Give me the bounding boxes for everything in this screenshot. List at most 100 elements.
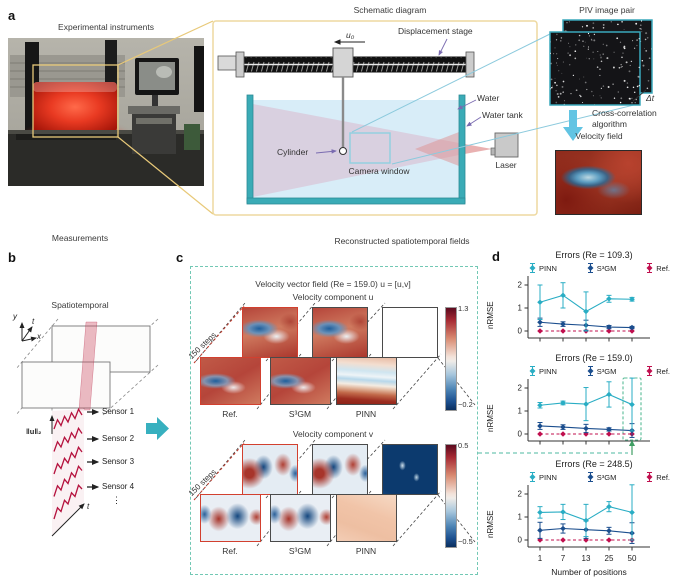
panel-label-c: c xyxy=(176,250,184,265)
axis-x-label: x xyxy=(37,332,41,341)
displacement-stage-label: Displacement stage xyxy=(398,26,473,36)
method-label-u-pinn: PINN xyxy=(355,409,377,419)
heatmap-u-ref-back xyxy=(242,307,298,358)
legend-item-ref: Ref. xyxy=(645,262,670,274)
cylinder-label: Cylinder xyxy=(277,147,309,157)
piv-images xyxy=(549,19,653,141)
legend-marker-icon xyxy=(646,366,653,376)
sensor-1-label: Sensor 1 xyxy=(102,407,135,416)
error-chart-re-109: Errors (Re = 109.3) PINN S³GM Ref. nRMSE 0… xyxy=(484,250,674,354)
legend-marker-icon xyxy=(646,263,653,273)
svg-text:1: 1 xyxy=(518,407,523,416)
colorbar-v-min: −0.5 xyxy=(458,537,473,546)
photo-title: Experimental instruments xyxy=(58,22,154,32)
colorbar-v xyxy=(445,444,457,548)
heatmap-u-s3gm-front xyxy=(270,357,331,405)
legend-marker-icon xyxy=(646,472,653,482)
panel-label-d: d xyxy=(492,249,500,264)
method-label-u-ref: Ref. xyxy=(222,409,238,419)
sensor-plane xyxy=(78,321,98,411)
panel-c-dashed-box xyxy=(190,266,478,575)
colorbar-u-min: −0.2 xyxy=(458,400,473,409)
svg-text:Number of positions: Number of positions xyxy=(551,567,627,577)
zoom-link-lines xyxy=(351,32,639,165)
chart-legend: PINN S³GM Ref. xyxy=(528,262,670,274)
colorbar-u xyxy=(445,307,457,411)
u0-label: u₀ xyxy=(346,30,355,40)
cross-correlation-label: Cross-correlation algorithm xyxy=(592,108,657,129)
chart-legend: PINN S³GM Ref. xyxy=(528,365,670,377)
heatmap-u-pinn-front xyxy=(336,357,397,405)
velocity-field-image xyxy=(555,150,642,215)
method-label-v-pinn: PINN xyxy=(355,546,377,556)
legend-marker-icon xyxy=(529,366,536,376)
error-chart-re-248: Errors (Re = 248.5) PINN S³GM Ref. nRMSE 0… xyxy=(484,459,674,583)
panel-label-b: b xyxy=(8,250,16,265)
sensor-3-label: Sensor 3 xyxy=(102,457,135,466)
laser-label: Laser xyxy=(495,160,517,170)
schematic-drawing xyxy=(217,38,519,205)
svg-text:2: 2 xyxy=(518,384,523,393)
chart-legend: PINN S³GM Ref. xyxy=(528,471,670,483)
legend-item-pinn: PINN xyxy=(528,262,557,274)
norm-label: ‖u‖₂ xyxy=(26,427,42,436)
svg-text:50: 50 xyxy=(628,554,637,563)
legend-marker-icon xyxy=(587,263,594,273)
piv-pair-title: PIV image pair xyxy=(579,5,635,15)
svg-text:2: 2 xyxy=(518,490,523,499)
heatmap-v-ref-back xyxy=(242,444,298,495)
sensor-2-label: Sensor 2 xyxy=(102,434,135,443)
legend-item-pinn: PINN xyxy=(528,365,557,377)
svg-text:0: 0 xyxy=(518,327,523,336)
axis-t-label: t xyxy=(32,317,35,326)
colorbar-u-max: 1.3 xyxy=(458,304,469,313)
heatmap-v-s3gm-back xyxy=(312,444,368,495)
axis-y-label: y xyxy=(13,312,17,321)
method-label-v-ref: Ref. xyxy=(222,546,238,556)
heatmap-v-s3gm-front xyxy=(270,494,331,542)
reconstructed-title: Reconstructed spatiotemporal fields xyxy=(334,236,470,246)
heatmap-v-pinn-back xyxy=(382,444,438,495)
svg-text:7: 7 xyxy=(561,554,566,563)
svg-text:2: 2 xyxy=(518,281,523,290)
legend-item-ref: Ref. xyxy=(645,471,670,483)
heatmap-u-ref-front xyxy=(200,357,261,405)
time-axis-label: t xyxy=(87,502,90,511)
right-arrow-icon xyxy=(146,417,169,440)
method-label-u-s3gm: S³GM xyxy=(288,409,312,419)
water-tank-label: Water tank xyxy=(482,110,523,120)
svg-text:1: 1 xyxy=(518,304,523,313)
colorbar-v-max: 0.5 xyxy=(458,441,469,450)
chart-plot: 0 1 2 xyxy=(518,276,650,342)
svg-text:25: 25 xyxy=(605,554,614,563)
velocity-field-label: Velocity field xyxy=(575,131,623,141)
legend-marker-icon xyxy=(587,366,594,376)
chart-title: Errors (Re = 109.3) xyxy=(555,250,633,260)
chart-title: Errors (Re = 159.0) xyxy=(555,353,633,363)
svg-text:0: 0 xyxy=(518,430,523,439)
svg-text:0: 0 xyxy=(518,536,523,545)
svg-text:13: 13 xyxy=(582,554,591,563)
heatmap-v-ref-front xyxy=(200,494,261,542)
measurements-title: Measurements xyxy=(51,233,109,243)
legend-item-pinn: PINN xyxy=(528,471,557,483)
chart-plot: 0 1 2 xyxy=(518,377,650,455)
schematic-title: Schematic diagram xyxy=(353,5,427,15)
method-label-v-s3gm: S³GM xyxy=(288,546,312,556)
delta-t-label: Δt xyxy=(646,93,655,103)
heatmap-u-s3gm-back xyxy=(312,307,368,358)
legend-item-sgm: S³GM xyxy=(586,365,616,377)
camera-window-label: Camera window xyxy=(348,166,410,176)
heatmap-u-pinn-back xyxy=(382,307,438,358)
chart-title: Errors (Re = 248.5) xyxy=(555,459,633,469)
svg-text:1: 1 xyxy=(538,554,543,563)
svg-text:1: 1 xyxy=(518,513,523,522)
experiment-photo xyxy=(8,38,204,186)
legend-item-sgm: S³GM xyxy=(586,471,616,483)
panel-label-a: a xyxy=(8,8,16,23)
legend-marker-icon xyxy=(587,472,594,482)
legend-item-ref: Ref. xyxy=(645,365,670,377)
heatmap-v-pinn-front xyxy=(336,494,397,542)
